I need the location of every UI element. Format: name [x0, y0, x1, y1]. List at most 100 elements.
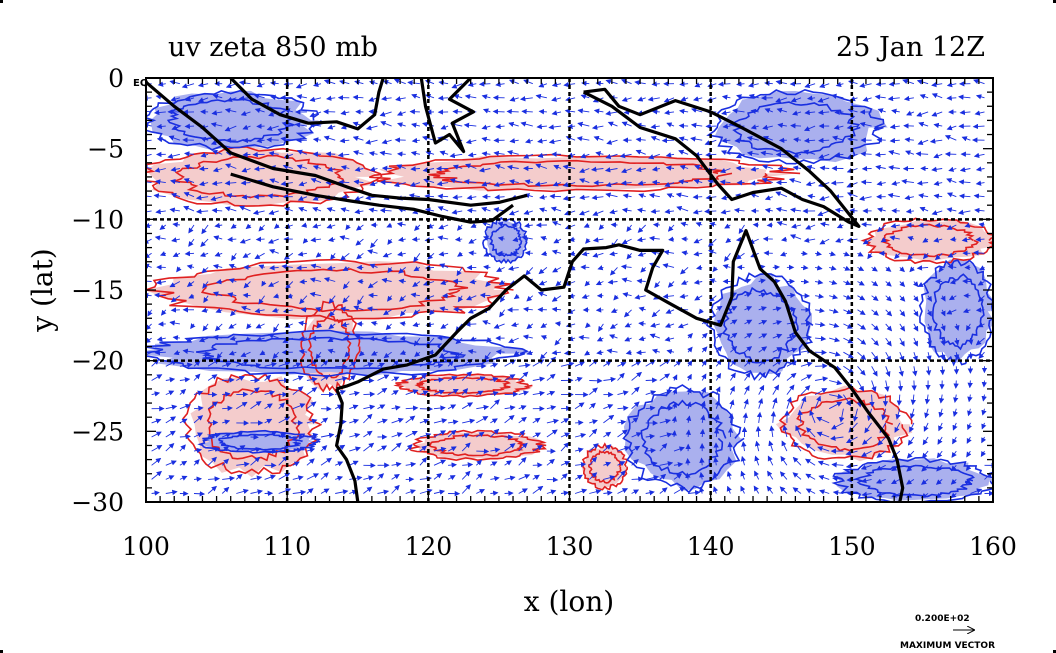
wind-vector — [506, 108, 519, 115]
wind-vector — [775, 191, 788, 198]
positive-contour — [299, 300, 361, 394]
wind-vector — [504, 490, 514, 496]
wind-vector — [211, 149, 223, 155]
wind-vector — [933, 153, 943, 159]
wind-vector — [691, 107, 703, 113]
wind-vector — [835, 81, 844, 87]
y-tick-label: −20 — [71, 347, 124, 376]
wind-vector — [933, 193, 943, 199]
wind-vector — [340, 207, 350, 213]
y-tick-label: −30 — [71, 488, 124, 517]
wind-vector — [183, 191, 195, 198]
wind-vector — [208, 419, 219, 426]
wind-vector — [498, 279, 505, 285]
wind-vector — [465, 321, 477, 327]
wind-vector — [734, 137, 745, 144]
wind-vector — [253, 93, 265, 99]
wind-vector — [328, 236, 336, 243]
wind-vector — [621, 121, 632, 127]
wind-vector — [903, 95, 914, 102]
wind-vector — [509, 138, 519, 144]
wind-vector — [635, 149, 646, 155]
wind-vector — [894, 252, 901, 260]
wind-vector — [591, 124, 604, 130]
wind-vector — [410, 166, 420, 172]
wind-vector — [224, 125, 237, 132]
wind-vector — [413, 266, 421, 272]
wind-vector — [440, 279, 449, 285]
wind-vector — [497, 236, 505, 242]
wind-vector — [843, 251, 850, 257]
wind-vector — [299, 279, 307, 285]
wind-vector — [665, 152, 675, 158]
wind-vector — [169, 79, 181, 86]
wind-vector — [309, 96, 322, 102]
wind-vector — [266, 125, 279, 131]
wind-vector — [637, 224, 647, 233]
wind-vector — [764, 207, 773, 214]
wind-vector — [578, 210, 590, 216]
y-tick-label: −5 — [87, 135, 124, 164]
wind-vector — [597, 265, 604, 271]
wind-vector — [622, 193, 632, 199]
wind-vector — [720, 209, 731, 215]
wind-vector — [398, 267, 406, 274]
wind-vector — [465, 138, 477, 145]
positive-contour — [778, 385, 913, 460]
wind-vector — [788, 177, 802, 184]
wind-vector — [553, 238, 562, 244]
wind-vector — [693, 179, 703, 185]
wind-vector — [478, 167, 491, 173]
wind-vector — [225, 83, 237, 89]
wind-vector — [228, 278, 237, 284]
wind-vector — [296, 94, 307, 100]
wind-vector — [595, 151, 604, 157]
wind-vector — [874, 151, 886, 158]
wind-vector — [636, 236, 646, 243]
wind-vector — [791, 223, 802, 229]
wind-vector — [224, 206, 237, 212]
wind-vector — [681, 250, 689, 256]
wind-vector — [690, 136, 703, 142]
wind-vector — [381, 335, 392, 342]
wind-vector — [483, 235, 491, 241]
wind-vector — [386, 222, 393, 228]
wind-vector — [197, 82, 209, 88]
wind-vector — [948, 166, 957, 172]
wind-vector — [397, 151, 406, 157]
wind-vector — [871, 266, 878, 272]
wind-vector — [493, 181, 505, 187]
wind-vector — [978, 222, 985, 228]
wind-vector — [312, 137, 322, 143]
wind-vector — [201, 267, 209, 274]
wind-vector — [820, 221, 830, 228]
wind-vector — [339, 79, 350, 85]
wind-vector — [342, 266, 350, 271]
wind-vector — [708, 238, 717, 247]
wind-vector — [508, 265, 519, 272]
wind-vector — [889, 235, 900, 241]
wind-vector — [720, 168, 731, 174]
wind-vector — [803, 149, 816, 155]
wind-vector — [609, 251, 618, 257]
wind-vector — [679, 81, 689, 87]
wind-vector — [230, 223, 237, 229]
wind-vector — [534, 181, 547, 187]
wind-vector — [341, 194, 350, 200]
wind-vector — [761, 177, 773, 184]
wind-vector — [340, 165, 350, 171]
wind-vector — [724, 253, 731, 262]
wind-vector — [200, 152, 209, 158]
wind-vector — [492, 108, 505, 115]
wind-vector — [171, 125, 181, 131]
wind-vector — [199, 251, 209, 257]
y-axis-label: y (lat) — [26, 248, 59, 332]
wind-vector — [888, 149, 900, 156]
wind-vector — [721, 110, 731, 116]
wind-vector — [296, 149, 308, 155]
wind-vector — [934, 222, 943, 228]
wind-vector — [195, 194, 209, 201]
wind-vector — [959, 193, 971, 199]
wind-vector — [593, 108, 604, 114]
